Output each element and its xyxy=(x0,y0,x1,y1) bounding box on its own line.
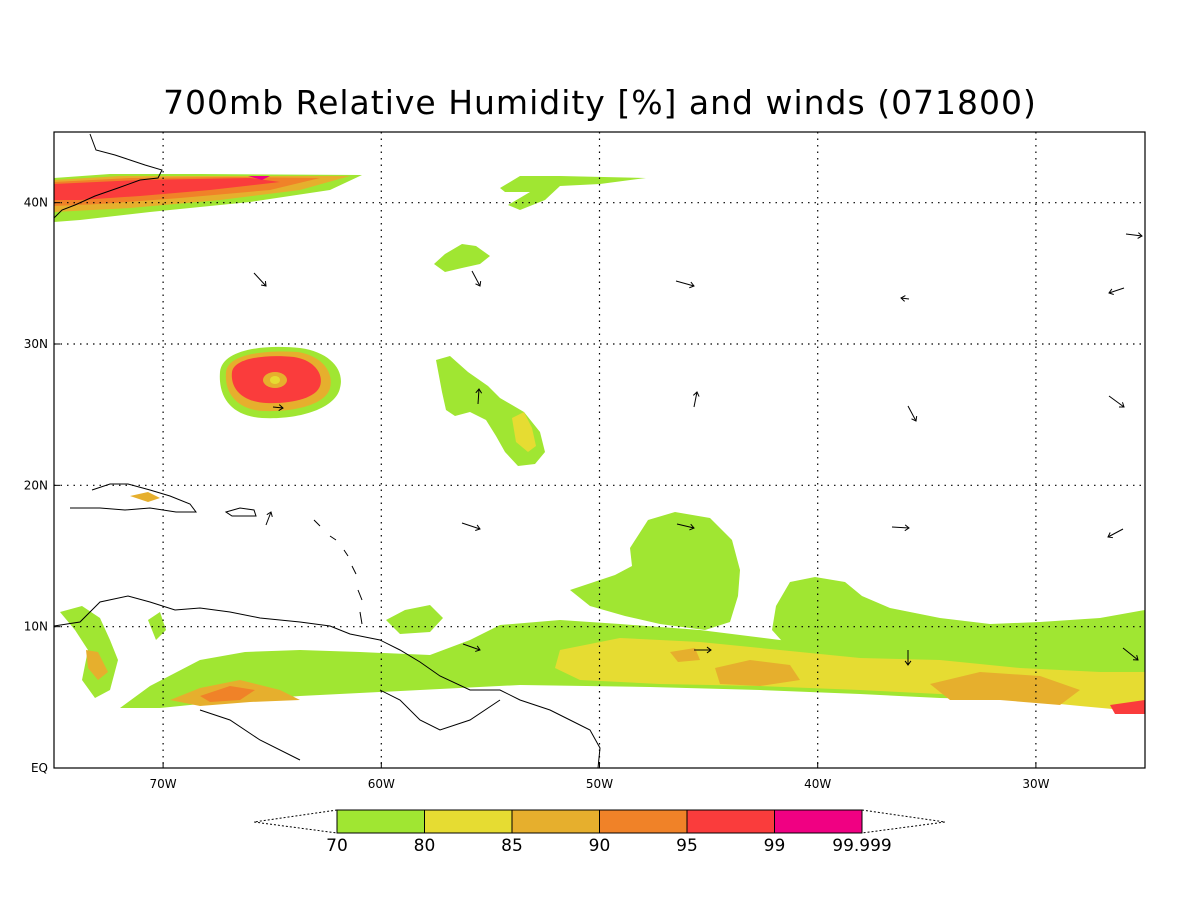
humidity-region-south-band-85b xyxy=(715,660,800,686)
colorbar-swatch-2 xyxy=(511,809,600,834)
wind-arrow xyxy=(904,650,912,666)
tick-labels: 70W 60W 50W 40W 30W EQ 10N 20N 30N 40N xyxy=(24,196,1050,791)
coastline-south-america xyxy=(54,595,601,768)
colorbar-label-0: 70 xyxy=(326,836,348,856)
tick-label-lat-0: EQ xyxy=(31,761,48,775)
wind-arrow xyxy=(692,391,700,408)
wind-arrow xyxy=(253,272,267,287)
humidity-region-ridge-25n-80 xyxy=(512,412,536,452)
wind-arrow xyxy=(475,388,483,405)
tick-label-lat-4: 40N xyxy=(24,196,48,210)
tick-label-lat-2: 20N xyxy=(24,478,48,492)
humidity-region-blob-36n xyxy=(434,244,490,272)
colorbar-label-6: 99.999 xyxy=(832,836,891,856)
colorbar-label-4: 95 xyxy=(676,836,698,856)
colorbar-label-1: 80 xyxy=(414,836,436,856)
wind-arrow xyxy=(265,511,273,526)
wind-arrow xyxy=(907,405,918,422)
humidity-region-hispaniola-blob xyxy=(130,492,160,502)
colorbar-swatch-3 xyxy=(599,809,688,834)
coastline-lesser-antilles xyxy=(313,519,363,625)
humidity-region-south-band-85c xyxy=(930,672,1080,705)
wind-arrow xyxy=(471,270,482,287)
colorbar-swatch-0 xyxy=(336,809,425,834)
tick-label-lat-1: 10N xyxy=(24,620,48,634)
wind-arrow xyxy=(1107,528,1124,539)
colorbar-label-3: 90 xyxy=(589,836,611,856)
wind-arrow xyxy=(675,280,695,289)
humidity-region-north-band-99 xyxy=(248,176,270,180)
wind-arrow xyxy=(676,523,695,531)
humidity-region-mid-north-strip xyxy=(500,176,646,210)
humidity-contours xyxy=(54,174,1145,714)
humidity-region-lesser-antilles-blob xyxy=(386,605,443,634)
coastlines xyxy=(54,133,601,768)
colorbar-swatch-1 xyxy=(424,809,513,834)
wind-arrow xyxy=(1122,647,1139,661)
wind-arrow xyxy=(891,524,910,532)
wind-arrow xyxy=(272,404,284,411)
humidity-region-storm-eye-center xyxy=(270,376,280,384)
wind-arrow xyxy=(1125,232,1143,239)
wind-arrow xyxy=(1108,395,1125,408)
coastline-guianas-border xyxy=(199,689,501,761)
humidity-region-south-band-west-90 xyxy=(200,686,255,702)
humidity-region-north-band-95 xyxy=(54,178,280,200)
gridlines xyxy=(54,132,1145,769)
coastline-north-america xyxy=(54,133,163,219)
colorbar-label-5: 99 xyxy=(764,836,786,856)
tick-label-lon-2: 50W xyxy=(586,777,613,791)
tick-label-lon-0: 70W xyxy=(150,777,177,791)
wind-arrow xyxy=(462,643,481,652)
wind-arrow xyxy=(1108,287,1125,295)
wind-arrow xyxy=(900,295,910,302)
humidity-region-south-band-85a xyxy=(670,648,700,662)
colorbar-label-2: 85 xyxy=(501,836,523,856)
tick-label-lon-4: 30W xyxy=(1022,777,1049,791)
humidity-region-venezuela-blob-east xyxy=(148,612,166,640)
wind-arrow xyxy=(461,522,481,531)
wind-arrow xyxy=(694,646,712,654)
colorbar-swatch-5 xyxy=(774,809,863,834)
colorbar: 70 80 85 90 95 99 99.999 xyxy=(253,809,946,856)
coastline-hispaniola xyxy=(70,483,197,513)
tick-label-lon-3: 40W xyxy=(804,777,831,791)
wind-vectors xyxy=(253,232,1143,666)
tick-label-lon-1: 60W xyxy=(368,777,395,791)
figure-title: 700mb Relative Humidity [%] and winds (0… xyxy=(163,83,1037,122)
colorbar-right-extension xyxy=(861,809,946,834)
colorbar-left-extension xyxy=(253,809,338,834)
humidity-region-venezuela-blob-85 xyxy=(86,650,108,680)
humidity-region-tropical-wave xyxy=(570,512,740,630)
colorbar-swatch-4 xyxy=(686,809,775,834)
humidity-region-south-band-95 xyxy=(1110,700,1145,714)
coastline-puerto-rico xyxy=(224,507,257,517)
tick-label-lat-3: 30N xyxy=(24,337,48,351)
